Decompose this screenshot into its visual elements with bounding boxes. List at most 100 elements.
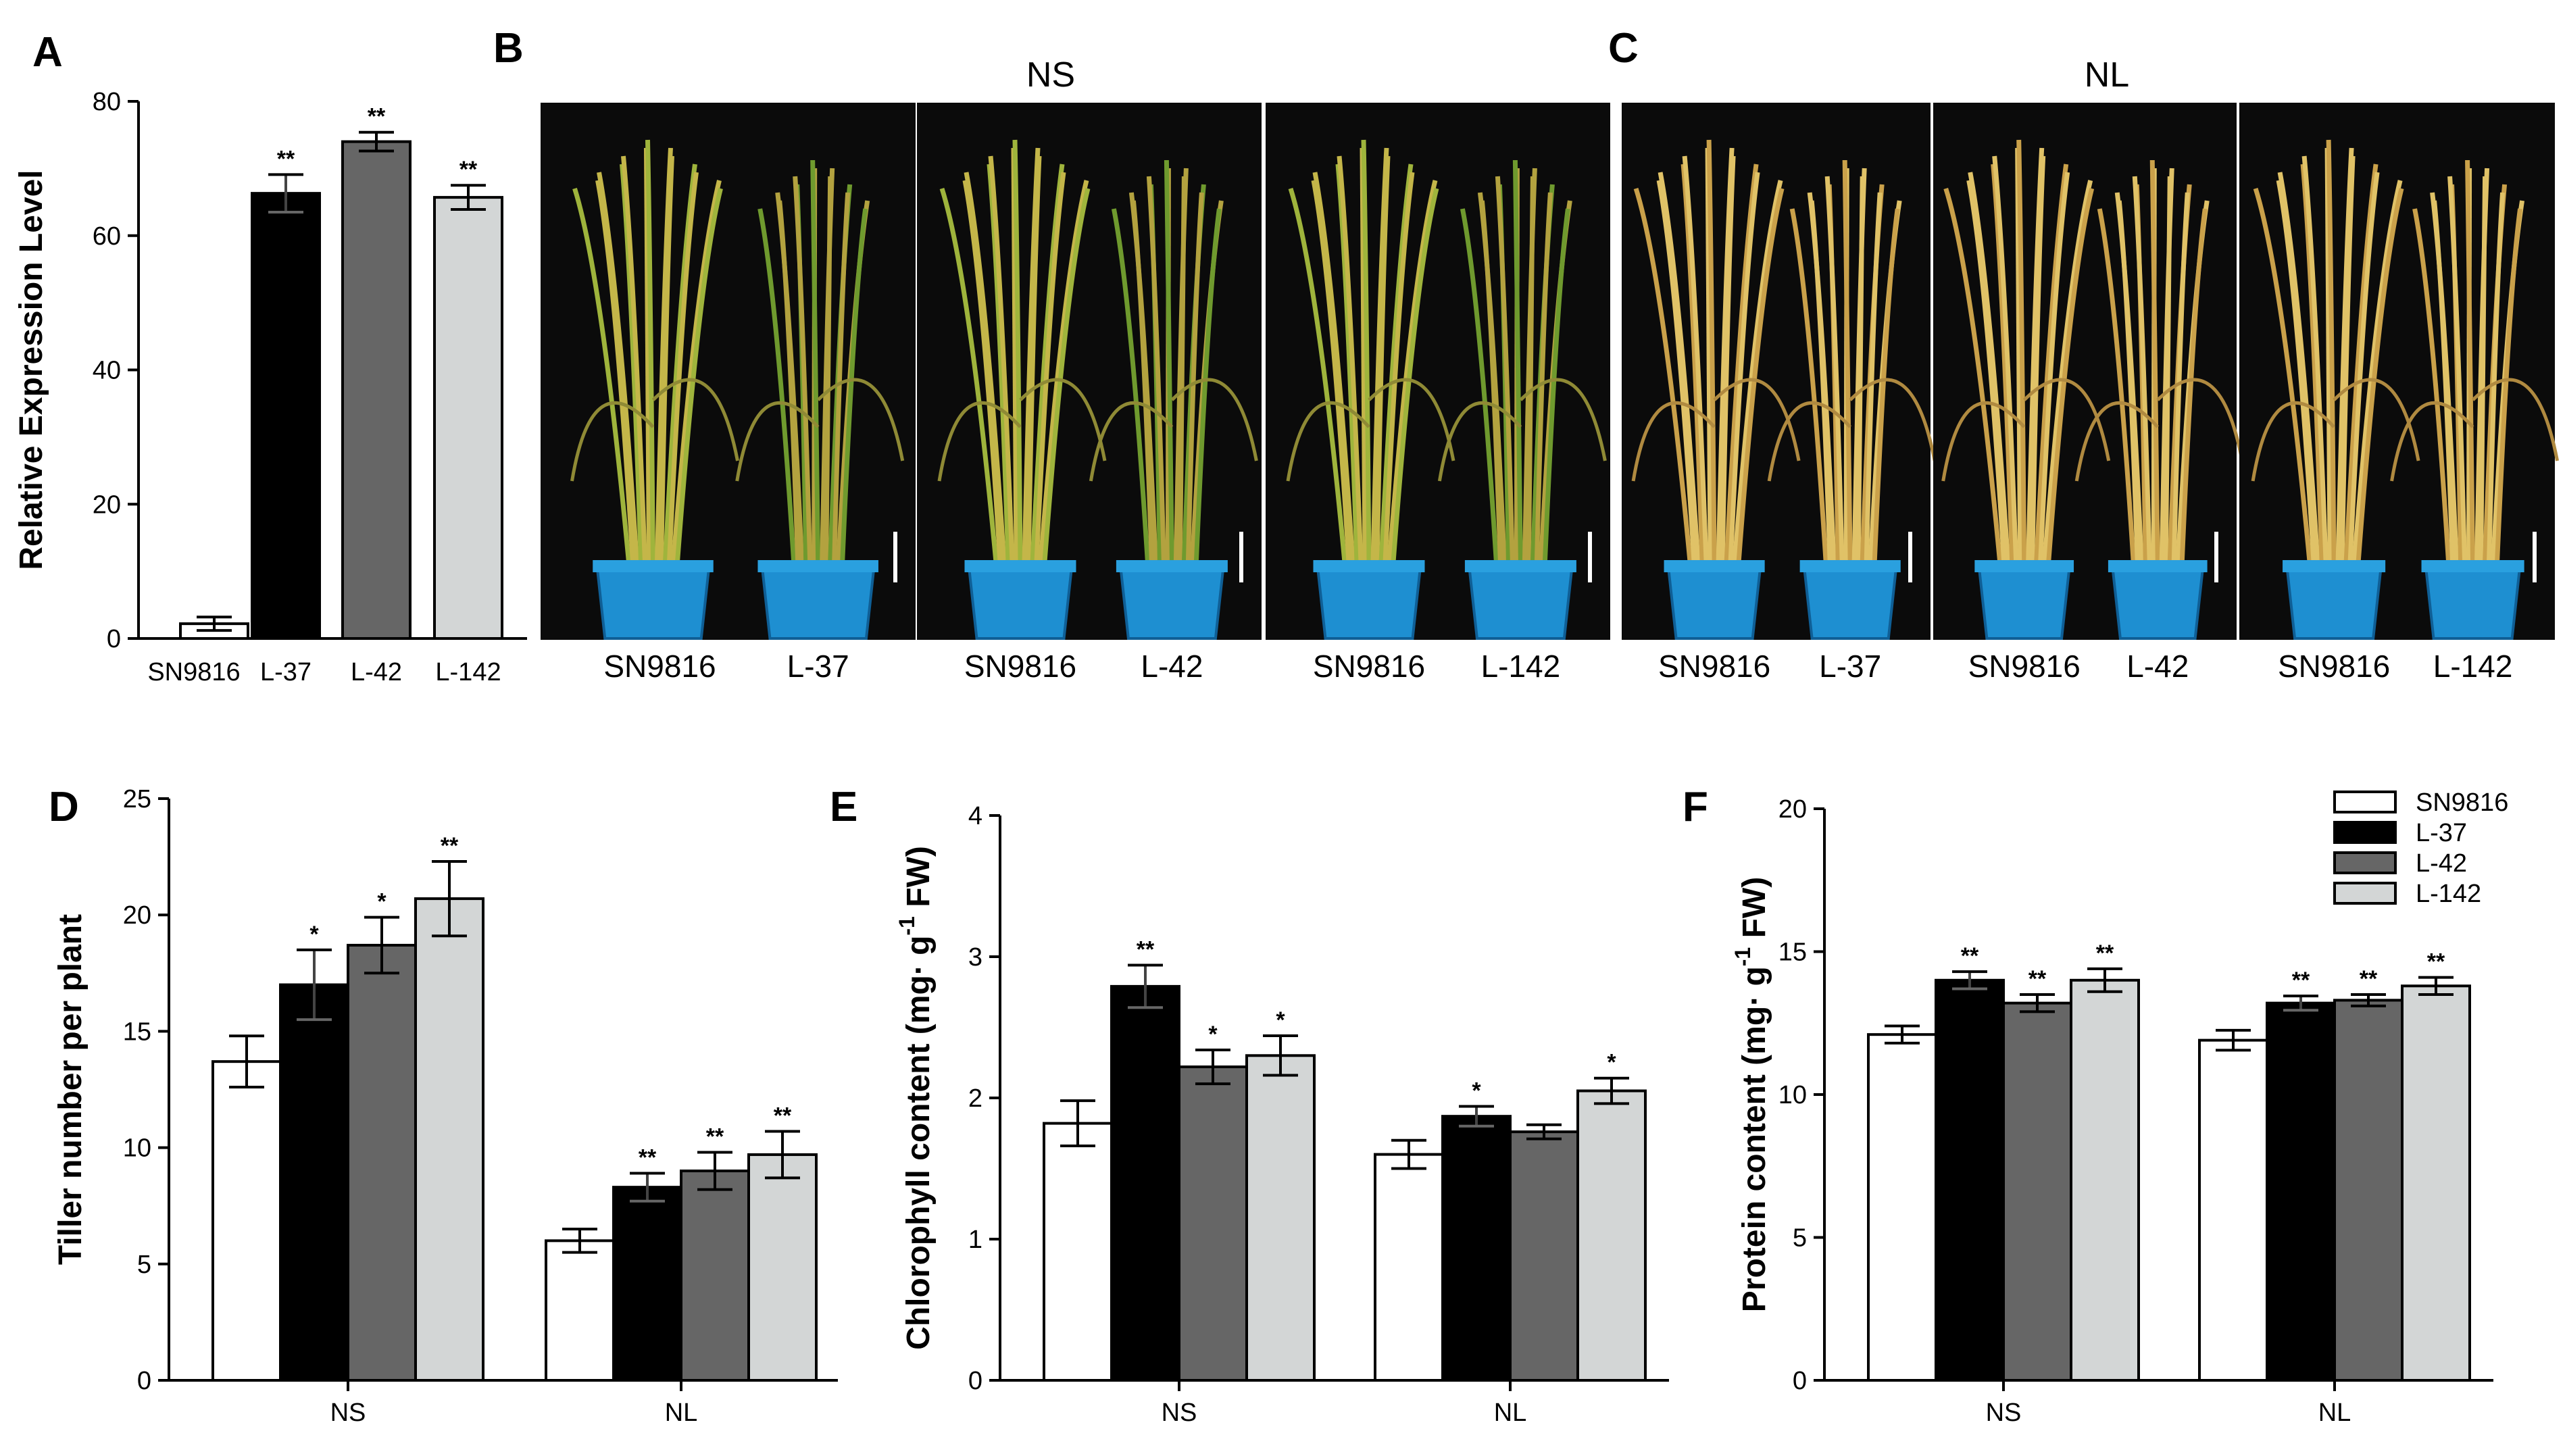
- panel-letter-d: D: [49, 784, 79, 830]
- plant-stem: [659, 155, 674, 563]
- plant-leaf: [2471, 378, 2560, 461]
- plant-stem: [793, 176, 813, 563]
- photo-label-right: L-42: [1141, 649, 1203, 684]
- plant-stem: [1146, 176, 1166, 563]
- plant-stem: [1966, 180, 2007, 563]
- photo-label-right: L-42: [2126, 649, 2189, 684]
- y-axis-title-unit: FW): [1737, 877, 1772, 947]
- y-axis-title-superscript: -1: [895, 916, 919, 935]
- plant-stem: [675, 188, 723, 563]
- bar: [2401, 984, 2471, 1382]
- significance-mark: **: [441, 833, 459, 859]
- significance-mark: *: [1607, 1050, 1616, 1076]
- photo-label-left: SN9816: [1658, 649, 1770, 684]
- bar: [433, 196, 503, 640]
- plant-stem: [572, 187, 631, 563]
- plant-leaf: [1019, 378, 1107, 461]
- plant-stem: [597, 172, 639, 563]
- plant-stem: [2351, 180, 2403, 563]
- photo-background: [1933, 103, 2237, 640]
- photo-label-left: SN9816: [2278, 649, 2390, 684]
- plant-leaf: [570, 401, 655, 482]
- plant-leaf: [1941, 401, 2026, 482]
- plant-photo: [1266, 103, 1610, 640]
- chart-f-protein-content: 0 5 10 15 20 Protein content (mg· g-1 FW) ** **…: [1730, 795, 2493, 1427]
- plant-stem: [2163, 176, 2172, 563]
- y-tick-label: 0: [968, 1367, 982, 1395]
- plant-leaf: [651, 378, 739, 461]
- legend-label: SN9816: [2416, 788, 2508, 817]
- plant-pot: [1802, 563, 1898, 640]
- x-tick-label: NL: [1494, 1399, 1527, 1427]
- y-axis-title-main: Relative Expression Level: [14, 170, 49, 570]
- plant-stem: [1824, 176, 1845, 563]
- bar: [545, 1239, 615, 1382]
- legend-swatch: [2333, 790, 2397, 813]
- y-tick-label: 3: [968, 943, 982, 972]
- significance-mark: *: [309, 922, 319, 947]
- plant-leaf: [2022, 378, 2111, 461]
- plant-pot-rim: [2283, 560, 2386, 572]
- plant-stem: [2465, 159, 2476, 563]
- bar: [1576, 1089, 1647, 1382]
- plant-leaf: [1767, 401, 1852, 482]
- plant-pot-rim: [1116, 560, 1228, 572]
- bar: [1509, 1130, 1579, 1382]
- significance-mark: *: [377, 889, 387, 915]
- plant-stem: [1177, 176, 1187, 563]
- plant-stem: [1633, 187, 1693, 563]
- y-tick-label: 0: [1793, 1367, 1807, 1395]
- plant-stem: [1477, 192, 1507, 563]
- panel-letter-b: B: [493, 25, 524, 72]
- plant-stem: [2277, 172, 2320, 563]
- y-tick-label: 5: [137, 1251, 151, 1279]
- significance-mark: *: [1208, 1022, 1218, 1047]
- plant-stem: [1111, 208, 1150, 563]
- y-tick-label: 15: [123, 1018, 151, 1046]
- photo-title-nl: NL: [2085, 55, 2129, 95]
- y-tick-label: 10: [123, 1134, 151, 1163]
- plant-pot-rim: [2421, 560, 2524, 572]
- x-tick-label: NL: [2318, 1399, 2351, 1427]
- plant-stem: [1034, 172, 1066, 563]
- plant-leaf: [1849, 378, 1937, 461]
- plant-pot-rim: [593, 560, 714, 572]
- plant-stem: [1128, 192, 1158, 563]
- plant-stem: [671, 180, 722, 563]
- bar: [1245, 1054, 1316, 1382]
- x-tick-label: NL: [665, 1399, 698, 1427]
- plant-stem: [1374, 155, 1391, 563]
- plant-stem: [2171, 192, 2190, 563]
- plant-stem: [2479, 176, 2488, 563]
- bar: [414, 897, 484, 1382]
- significance-mark: **: [2096, 940, 2114, 966]
- bar: [612, 1186, 682, 1382]
- photo-label-left: SN9816: [1968, 649, 2081, 684]
- y-tick-label: 20: [1778, 795, 1807, 824]
- plant-stem: [2097, 208, 2136, 563]
- y-tick-label: 1: [968, 1226, 982, 1254]
- plant-pot-rim: [1464, 560, 1576, 572]
- plant-pot: [2424, 563, 2522, 640]
- significance-mark: *: [1472, 1078, 1481, 1104]
- plant-stem: [1042, 188, 1091, 563]
- plant-stem: [1872, 208, 1900, 563]
- bar: [1867, 1033, 1937, 1382]
- plant-pot-rim: [757, 560, 878, 572]
- plant-pot-rim: [1799, 560, 1901, 572]
- plant-stem: [1311, 180, 1351, 563]
- plant-stem: [2276, 180, 2316, 563]
- plant-leaf: [735, 401, 820, 482]
- plant-stem: [1542, 208, 1570, 563]
- plant-photo: [541, 103, 916, 640]
- plant-pot: [967, 563, 1074, 640]
- plant-pot: [1977, 563, 2072, 640]
- plant-stem: [1460, 208, 1499, 563]
- plant-stem: [2412, 208, 2451, 563]
- plant-stem: [1387, 180, 1438, 563]
- plant-leaf: [937, 401, 1022, 482]
- plant-pot-rim: [1313, 560, 1425, 572]
